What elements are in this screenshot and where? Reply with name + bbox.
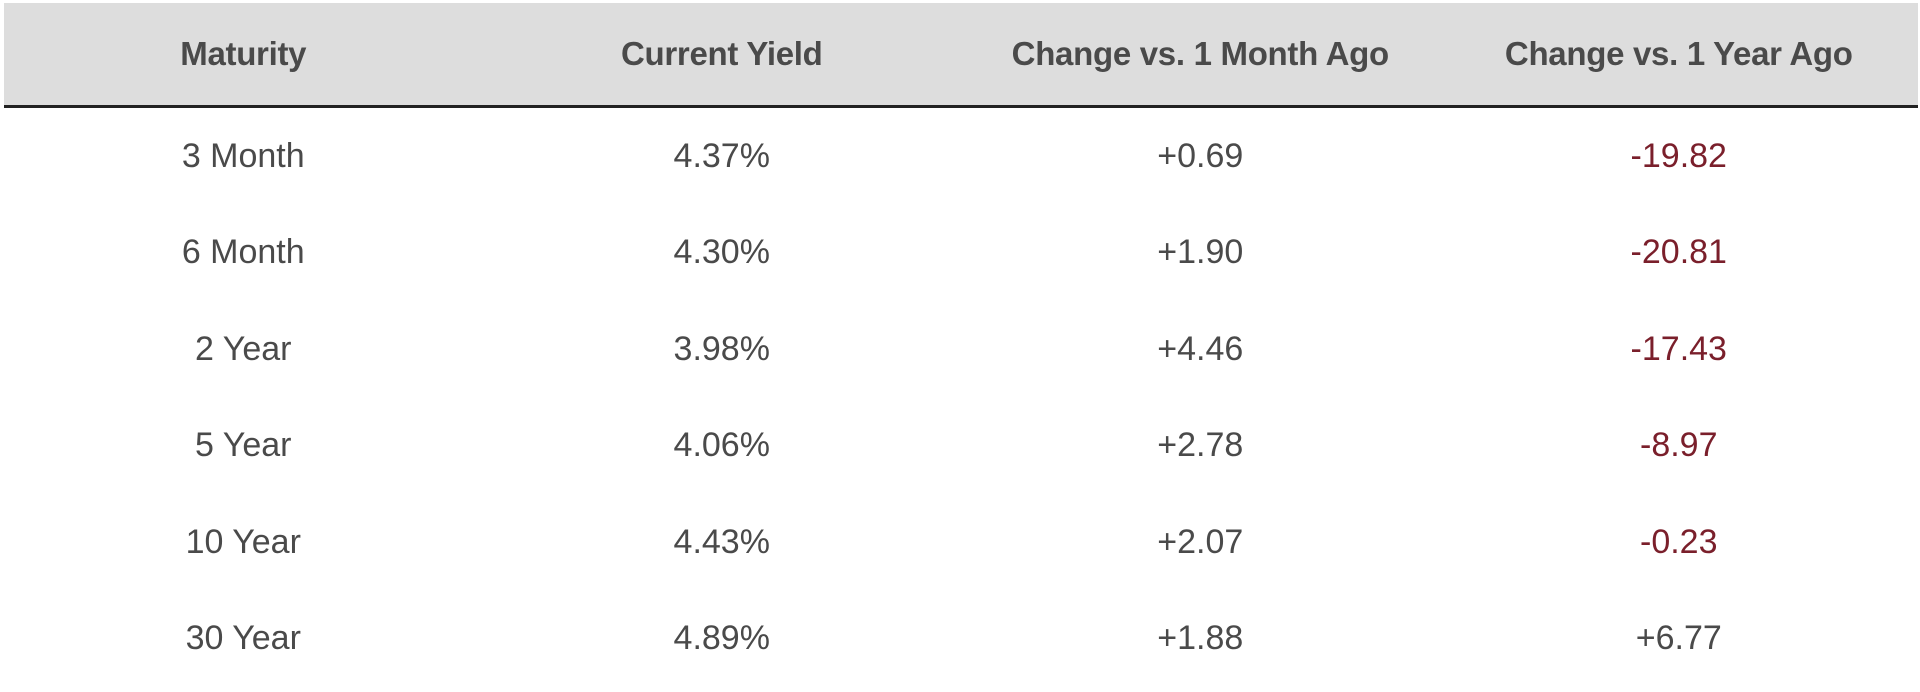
- cell-change-1-month: +4.46: [1157, 329, 1244, 368]
- table-row: 10 Year 4.43% +2.07 -0.23: [4, 494, 1918, 591]
- cell-maturity: 30 Year: [185, 619, 301, 658]
- cell-change-1-year: -19.82: [1630, 136, 1727, 175]
- header-maturity: Maturity: [180, 35, 307, 72]
- cell-change-1-year: +6.77: [1635, 619, 1722, 658]
- cell-change-1-year: -8.97: [1640, 426, 1718, 465]
- cell-change-1-month: +1.88: [1157, 619, 1244, 658]
- table-row: 30 Year 4.89% +1.88 +6.77: [4, 591, 1918, 688]
- cell-maturity: 5 Year: [195, 426, 292, 465]
- cell-change-1-year: -20.81: [1630, 233, 1727, 272]
- cell-change-1-year: -0.23: [1640, 522, 1718, 561]
- cell-current-yield: 4.06%: [673, 426, 770, 465]
- cell-change-1-month: +2.07: [1157, 522, 1244, 561]
- header-change-1-month: Change vs. 1 Month Ago: [1011, 35, 1389, 72]
- yield-table: Maturity Current Yield Change vs. 1 Mont…: [4, 3, 1918, 687]
- cell-change-1-month: +0.69: [1157, 136, 1244, 175]
- cell-maturity: 3 Month: [181, 136, 305, 175]
- header-change-1-year: Change vs. 1 Year Ago: [1504, 35, 1853, 72]
- cell-current-yield: 4.43%: [673, 522, 770, 561]
- cell-current-yield: 4.37%: [673, 136, 770, 175]
- cell-current-yield: 3.98%: [673, 329, 770, 368]
- header-current-yield: Current Yield: [621, 35, 823, 72]
- cell-change-1-year: -17.43: [1630, 329, 1727, 368]
- table-row: 3 Month 4.37% +0.69 -19.82: [4, 108, 1918, 205]
- cell-current-yield: 4.89%: [673, 619, 770, 658]
- cell-maturity: 6 Month: [181, 233, 305, 272]
- cell-maturity: 10 Year: [185, 522, 301, 561]
- cell-maturity: 2 Year: [195, 329, 292, 368]
- cell-change-1-month: +2.78: [1157, 426, 1244, 465]
- table-header: Maturity Current Yield Change vs. 1 Mont…: [4, 3, 1918, 108]
- table-row: 6 Month 4.30% +1.90 -20.81: [4, 205, 1918, 302]
- table-row: 5 Year 4.06% +2.78 -8.97: [4, 398, 1918, 495]
- table-row: 2 Year 3.98% +4.46 -17.43: [4, 301, 1918, 398]
- cell-change-1-month: +1.90: [1157, 233, 1244, 272]
- cell-current-yield: 4.30%: [673, 233, 770, 272]
